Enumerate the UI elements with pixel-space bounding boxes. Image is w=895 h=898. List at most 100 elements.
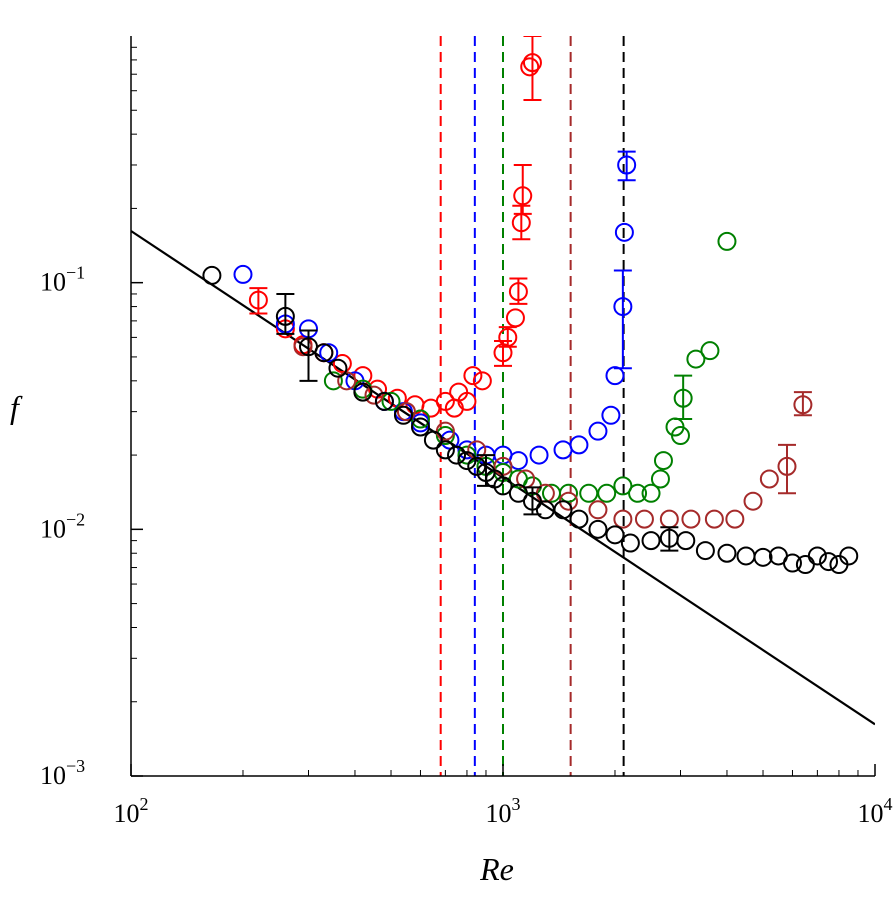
data-point (319, 343, 339, 363)
x-tick-label: 102 (114, 794, 149, 828)
data-point (493, 476, 513, 496)
data-point (704, 509, 724, 529)
data-point (601, 405, 621, 425)
data-point (659, 509, 679, 529)
data-point (423, 430, 443, 450)
data-point (202, 265, 222, 285)
data-point (508, 483, 528, 503)
axes: 102 103 104 10−3 10−2 10−1 (40, 36, 893, 828)
data-point (529, 445, 549, 465)
data-point (839, 546, 859, 566)
data-point (508, 282, 528, 302)
error-bar (523, 36, 542, 102)
data-point (293, 337, 313, 357)
data-point (807, 546, 827, 566)
data-point (795, 555, 815, 575)
data-point (681, 509, 701, 529)
data-point (569, 509, 589, 529)
data-point (463, 366, 483, 386)
error-bar (613, 269, 632, 370)
data-point (777, 456, 797, 476)
data-point (759, 469, 779, 489)
series-3 (323, 231, 737, 503)
data-point (614, 222, 634, 242)
data-point (248, 290, 268, 310)
error-bar (512, 204, 531, 241)
data-point (743, 491, 763, 511)
data-point (275, 306, 295, 326)
series-1 (248, 36, 542, 418)
data-point (435, 421, 455, 441)
error-bar (276, 292, 295, 335)
data-point (613, 476, 633, 496)
data-point (435, 440, 455, 460)
data-point (559, 483, 579, 503)
data-point (505, 308, 525, 328)
data-point (588, 421, 608, 441)
data-point (569, 435, 589, 455)
data-point (725, 509, 745, 529)
data-point (396, 402, 416, 422)
data-point (641, 531, 661, 551)
data-point (337, 371, 357, 391)
y-axis-label: f (10, 389, 23, 425)
data-point (513, 186, 533, 206)
x-tick-label: 103 (486, 794, 521, 828)
error-bar (777, 443, 796, 495)
data-point (628, 483, 648, 503)
data-point (753, 547, 773, 567)
data-point (553, 500, 573, 520)
data-point (641, 483, 661, 503)
data-point (676, 531, 696, 551)
threshold-lines (439, 36, 625, 776)
data-point (605, 366, 625, 386)
data-point (374, 391, 394, 411)
data-point (332, 354, 352, 374)
data-point (457, 440, 477, 460)
data-point (579, 483, 599, 503)
y-tick-label: 10−2 (40, 509, 85, 543)
data-point (553, 440, 573, 460)
data-point (597, 483, 617, 503)
data-point (457, 391, 477, 411)
y-tick-label: 10−1 (40, 263, 85, 297)
x-axis-label: Re (479, 851, 514, 887)
series-5 (202, 265, 859, 575)
data-point (686, 349, 706, 369)
data-point (435, 426, 455, 446)
x-tick-label: 104 (858, 794, 893, 828)
data-point (323, 371, 343, 391)
data-point (410, 417, 430, 437)
data-point (467, 456, 487, 476)
data-point (670, 426, 690, 446)
error-bar (674, 374, 693, 421)
data-point (364, 385, 384, 405)
data-point (717, 231, 737, 251)
data-point (314, 343, 334, 363)
data-point (634, 509, 654, 529)
data-point (457, 445, 477, 465)
data-point (472, 371, 492, 391)
y-tick-label: 10−3 (40, 756, 85, 790)
series-layer (202, 36, 859, 575)
data-point (511, 213, 531, 233)
series-2 (233, 150, 637, 471)
data-point (233, 264, 253, 284)
data-point (620, 533, 640, 553)
data-point (613, 509, 633, 529)
data-point (782, 553, 802, 573)
data-point (700, 341, 720, 361)
data-point (353, 382, 373, 402)
data-point (520, 57, 540, 77)
data-point (447, 445, 467, 465)
data-point (498, 327, 518, 347)
data-point (457, 451, 477, 471)
data-point (695, 541, 715, 561)
data-point (588, 500, 608, 520)
data-point (736, 546, 756, 566)
data-point (617, 155, 637, 175)
data-point (650, 469, 670, 489)
data-point (653, 451, 673, 471)
